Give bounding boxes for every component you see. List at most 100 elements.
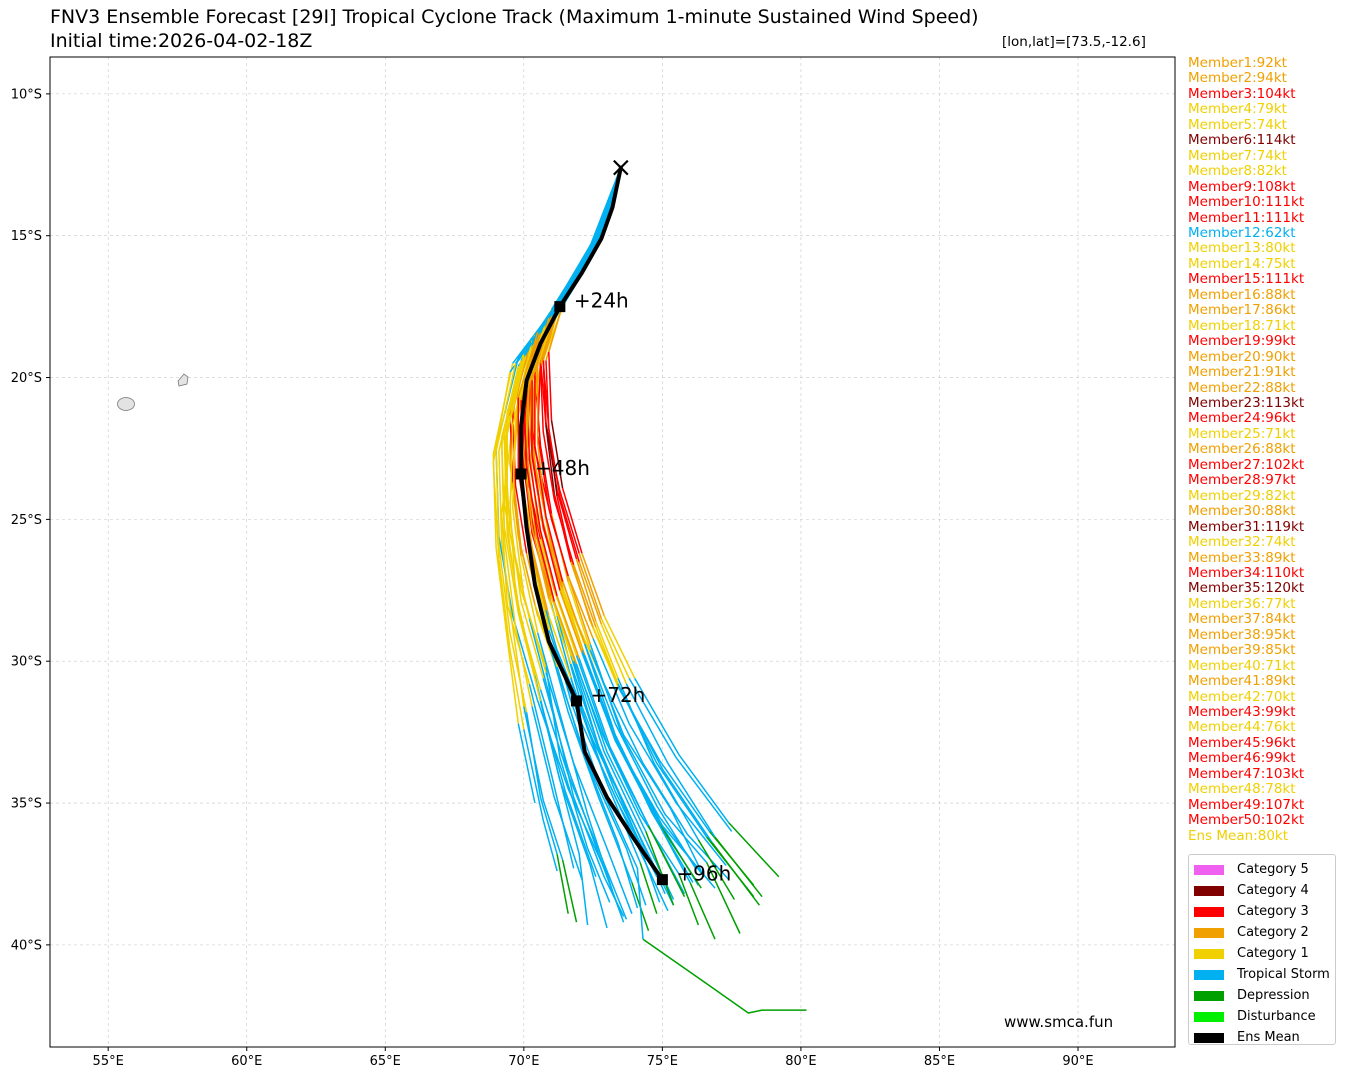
member-intensity-item: Member10:111kt <box>1188 194 1305 211</box>
member-intensity-item: Ens Mean:80kt <box>1188 827 1289 844</box>
member-intensity-item: Member11:111kt <box>1188 209 1305 226</box>
y-tick-label: 40°S <box>11 938 42 953</box>
initial-x-mark <box>613 159 629 176</box>
track-segment <box>542 621 633 883</box>
legend-swatch <box>1194 885 1224 896</box>
member-track-33 <box>531 167 694 883</box>
track-segment <box>567 581 592 651</box>
member-intensity-item: Member28:97kt <box>1188 472 1296 489</box>
member-intensity-item: Member47:103kt <box>1188 765 1305 782</box>
track-segment <box>628 677 733 832</box>
member-intensity-item: Member12:62kt <box>1188 224 1296 241</box>
track-segment <box>548 615 572 679</box>
x-axis-ticks: 55°E 60°E 65°E 70°E 75°E 80°E 85°E 90°E <box>93 1047 1094 1069</box>
member-intensity-item: Member37:84kt <box>1188 611 1296 628</box>
y-axis-ticks: 10°S 15°S 20°S 25°S 30°S 35°S 40°S <box>11 87 50 953</box>
track-segment <box>706 836 755 898</box>
track-segment <box>492 371 525 730</box>
x-tick-label: 80°E <box>785 1054 816 1069</box>
track-segment <box>561 167 622 293</box>
x-tick-label: 90°E <box>1062 1054 1093 1069</box>
track-map: +24h +48h +72h +96h 55°E 60°E 65°E 70°E 75°E 80°… <box>11 56 1176 1069</box>
track-segment <box>625 683 716 838</box>
track-segment <box>553 601 578 665</box>
legend-label: Category 2 <box>1237 925 1309 940</box>
member-intensity-item: Member26:88kt <box>1188 441 1296 458</box>
track-segment <box>634 677 730 824</box>
track-segment <box>525 712 558 855</box>
track-segment <box>523 167 622 356</box>
member-intensity-item: Member4:79kt <box>1188 101 1287 118</box>
track-segment <box>550 595 575 662</box>
land-islands <box>117 373 189 411</box>
track-segment <box>603 615 636 679</box>
track-segment <box>514 167 622 364</box>
member-intensity-item: Member27:102kt <box>1188 456 1305 473</box>
track-segment <box>503 354 542 702</box>
legend-swatch <box>1194 927 1224 938</box>
legend-label: Depression <box>1237 988 1310 1003</box>
track-segment <box>570 677 669 912</box>
y-tick-label: 15°S <box>11 229 42 244</box>
track-segment <box>528 683 575 869</box>
track-segment <box>584 643 658 821</box>
track-segment <box>531 380 561 591</box>
track-segment <box>706 862 741 934</box>
track-segment <box>531 167 622 344</box>
member-intensity-item: Member6:114kt <box>1188 132 1296 149</box>
track-segment <box>581 553 605 617</box>
member-intensity-item: Member46:99kt <box>1188 750 1296 767</box>
track-segment <box>656 819 702 889</box>
x-tick-label: 70°E <box>508 1054 539 1069</box>
chart-title: FNV3 Ensemble Forecast [29I] Tropical Cy… <box>50 6 979 28</box>
time-marker-label: +96h <box>676 862 731 886</box>
legend-swatch <box>1194 990 1224 1001</box>
legend-item: Tropical Storm <box>1194 964 1335 985</box>
track-segment <box>550 419 564 489</box>
x-tick-label: 85°E <box>924 1054 955 1069</box>
track-segment <box>517 331 539 398</box>
track-segment <box>639 862 658 914</box>
track-segment <box>495 363 528 713</box>
track-segment <box>647 825 686 898</box>
member-intensity-list: Member1:92kt Member2:94kt Member3:104kt Mem… <box>1188 55 1305 844</box>
legend-label: Category 1 <box>1237 946 1309 961</box>
time-marker-label: +48h <box>535 456 590 480</box>
member-intensity-item: Member38:95kt <box>1188 626 1296 643</box>
track-segment <box>539 700 597 878</box>
x-tick-label: 75°E <box>647 1054 678 1069</box>
track-segment <box>561 859 578 923</box>
time-marker <box>656 874 668 886</box>
legend-item: Category 1 <box>1194 943 1335 964</box>
track-segment <box>578 658 650 827</box>
legend-swatch <box>1194 969 1224 980</box>
track-segment <box>528 167 622 347</box>
member-intensity-item: Member16:88kt <box>1188 286 1296 303</box>
member-intensity-item: Member45:96kt <box>1188 734 1296 751</box>
member-intensity-item: Member39:85kt <box>1188 642 1296 659</box>
track-segment <box>642 938 807 1014</box>
track-segment <box>584 643 697 869</box>
track-segment <box>528 167 622 344</box>
track-segment <box>534 371 564 582</box>
track-segment <box>592 638 727 866</box>
track-segment <box>523 167 622 353</box>
legend-swatch <box>1194 1011 1224 1022</box>
track-segment <box>523 391 556 602</box>
track-segment <box>548 351 553 421</box>
legend-label: Category 3 <box>1237 904 1309 919</box>
member-intensity-item: Member43:99kt <box>1188 704 1296 721</box>
track-segment <box>556 490 578 560</box>
member-intensity-item: Member36:77kt <box>1188 595 1296 612</box>
credit-text: www.smca.fun <box>1004 1013 1114 1031</box>
track-segment <box>531 706 583 880</box>
track-segment <box>553 590 578 656</box>
track-segment <box>517 723 536 804</box>
member-intensity-item: Member2:94kt <box>1188 70 1287 87</box>
member-intensity-item: Member9:108kt <box>1188 178 1296 195</box>
legend-label: Disturbance <box>1237 1009 1316 1024</box>
initial-location: [lon,lat]=[73.5,-12.6] <box>1002 34 1146 50</box>
track-segment <box>678 873 700 926</box>
track-segment <box>578 561 603 625</box>
track-segment <box>556 666 639 909</box>
